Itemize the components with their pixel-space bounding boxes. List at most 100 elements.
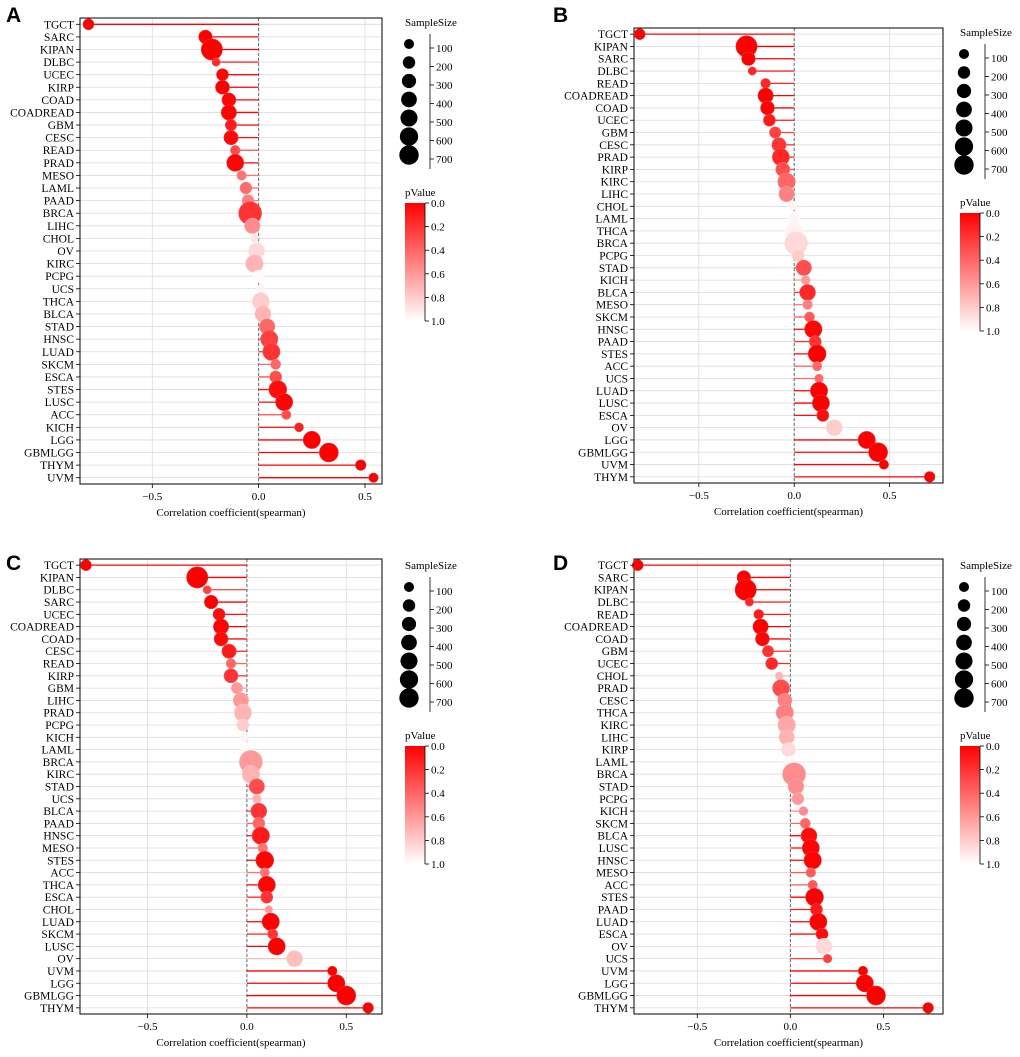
data-point [815, 927, 829, 941]
x-axis-title: Correlation coefficient(spearman) [714, 1037, 863, 1049]
category-label: GBMLGG [578, 447, 628, 459]
category-label: STES [601, 349, 628, 361]
data-point [791, 792, 805, 806]
size-legend-dot [955, 119, 973, 137]
category-label: HNSC [43, 334, 74, 346]
category-label: ESCA [599, 410, 629, 422]
category-label: TGCT [44, 560, 74, 572]
size-legend-label: 100 [991, 586, 1008, 598]
data-point [802, 299, 813, 310]
data-point [795, 259, 812, 276]
data-point [262, 342, 281, 361]
category-label: GBM [48, 683, 74, 695]
category-label: TGCT [44, 19, 74, 31]
data-point [814, 373, 824, 384]
pvalue-legend-label: 0.0 [986, 208, 1000, 220]
x-tick-label: −0.5 [689, 490, 709, 502]
category-label: LUSC [599, 398, 629, 410]
category-label: PAAD [44, 196, 74, 208]
data-point [230, 682, 243, 695]
category-label: PCPG [45, 271, 74, 283]
data-point [226, 154, 245, 172]
category-label: MESO [42, 843, 74, 855]
x-tick-label: 0.5 [877, 1021, 891, 1033]
category-label: GBM [48, 120, 74, 132]
pvalue-legend-label: 0.6 [431, 269, 445, 281]
category-label: GBM [602, 128, 628, 140]
data-point [255, 851, 274, 870]
size-legend-dot [954, 688, 974, 708]
pvalue-legend-label: 0.2 [431, 222, 445, 234]
category-label: UCS [52, 284, 74, 296]
pvalue-legend-label: 1.0 [986, 326, 1000, 338]
data-point [633, 28, 646, 40]
category-label: MESO [596, 868, 628, 880]
size-legend-dot [401, 91, 417, 108]
data-point [799, 818, 811, 829]
data-point [327, 974, 346, 993]
category-label: ESCA [45, 372, 75, 384]
data-point [922, 1002, 934, 1014]
data-point [816, 409, 830, 422]
category-label: ESCA [45, 892, 75, 904]
size-legend-dot [401, 73, 417, 89]
data-point [812, 394, 830, 412]
data-point [791, 249, 805, 262]
category-label: GBMLGG [24, 448, 74, 460]
category-label: LGG [604, 978, 628, 990]
category-label: ESCA [599, 929, 629, 941]
category-label: PRAD [43, 708, 74, 720]
data-point [355, 459, 367, 471]
category-label: THYM [40, 460, 74, 472]
category-label: THYM [594, 472, 628, 484]
category-label: TGCT [598, 560, 628, 572]
category-label: KIRC [601, 720, 629, 732]
size-legend-dot [402, 599, 416, 612]
pvalue-legend-title: pValue [405, 730, 436, 742]
size-legend-label: 600 [436, 136, 453, 148]
data-point [774, 671, 784, 681]
size-legend-label: 400 [991, 642, 1008, 654]
category-label: OV [611, 941, 628, 953]
category-label: LUSC [45, 941, 75, 953]
data-point [734, 578, 757, 601]
size-legend-dot [400, 109, 418, 127]
size-legend-dot [400, 652, 418, 670]
size-legend-label: 600 [436, 679, 453, 691]
category-label: PCPG [599, 251, 628, 263]
data-point [763, 113, 776, 127]
category-label: CHOL [43, 904, 74, 916]
size-legend-dot [403, 38, 415, 50]
data-point [261, 912, 280, 931]
data-point [212, 608, 226, 621]
size-legend-label: 300 [991, 623, 1008, 635]
size-legend-dot [399, 688, 419, 708]
category-label: UCEC [43, 609, 74, 621]
pvalue-legend-label: 0.2 [986, 232, 1000, 244]
size-legend-label: 200 [991, 605, 1008, 617]
category-label: KIRP [602, 164, 628, 176]
category-label: READ [597, 78, 628, 90]
category-label: THCA [43, 296, 75, 308]
size-legend-dot [955, 652, 973, 670]
size-legend-dot [954, 155, 974, 175]
category-label: BRCA [597, 769, 629, 781]
category-label: BRCA [43, 757, 75, 769]
category-label: OV [57, 954, 74, 966]
size-legend-dot [956, 83, 972, 99]
size-legend-label: 500 [436, 660, 453, 672]
category-label: PRAD [43, 158, 74, 170]
data-point [744, 597, 754, 607]
category-label: STAD [599, 263, 628, 275]
x-tick-label: −0.5 [687, 1021, 707, 1033]
size-legend-label: 500 [436, 117, 453, 129]
panel-a: A TGCTSARCKIPANDLBCUCECKIRPCOADCOADREADGB… [6, 4, 457, 519]
category-label: READ [597, 609, 628, 621]
size-legend-dot [956, 101, 972, 118]
category-label: THYM [594, 1003, 628, 1015]
category-label: SARC [598, 572, 628, 584]
pvalue-legend-label: 0.4 [431, 245, 445, 257]
pvalue-legend-label: 0.4 [986, 788, 1000, 800]
size-legend-dot [402, 56, 416, 69]
category-label: READ [43, 659, 74, 671]
